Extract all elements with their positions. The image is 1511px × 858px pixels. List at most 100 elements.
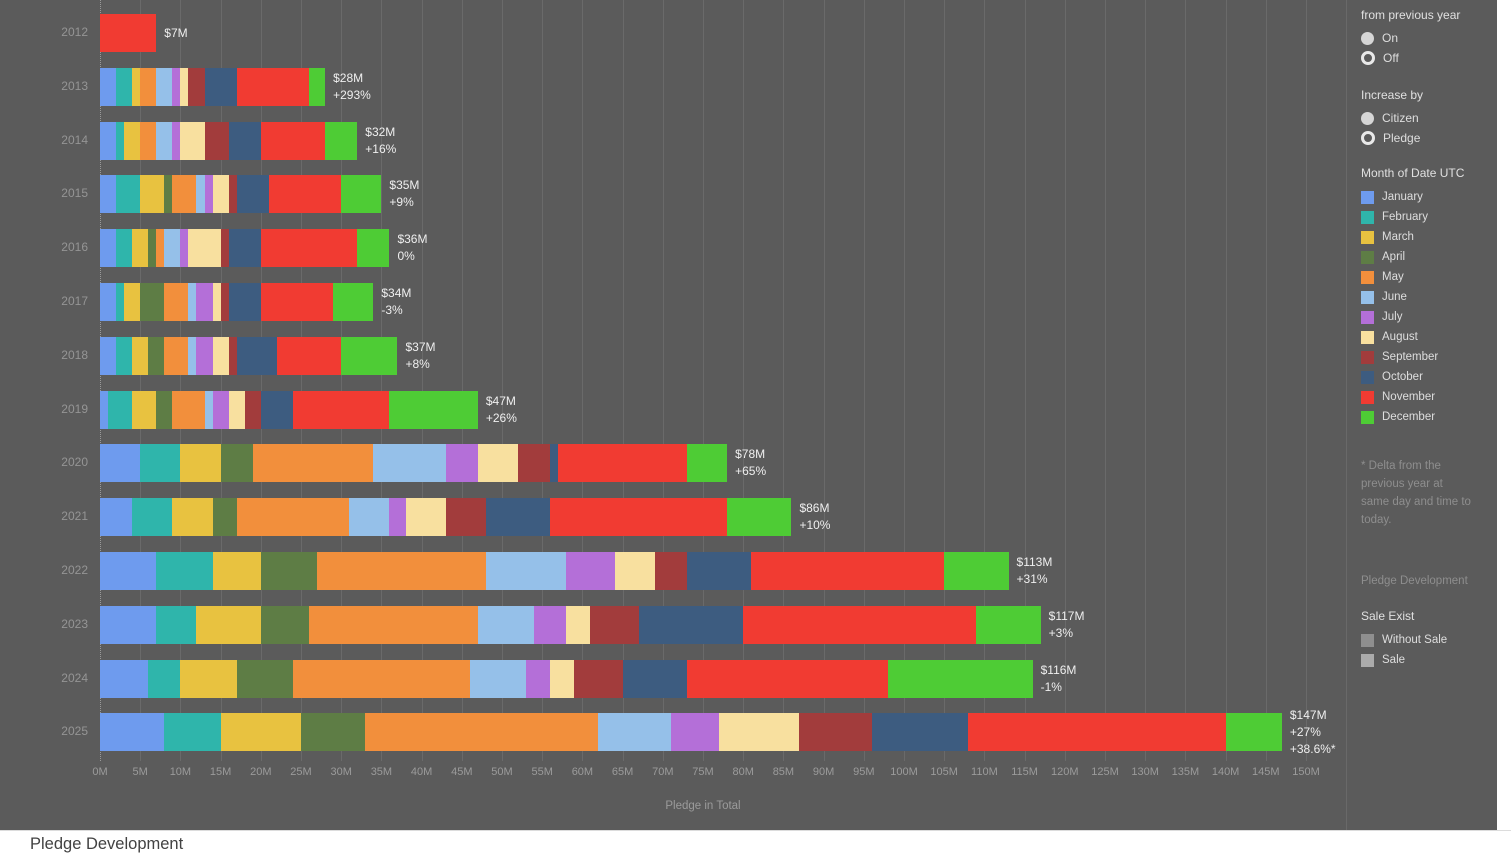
bar-segment[interactable]: [100, 444, 141, 483]
bar-segment[interactable]: [172, 67, 181, 106]
bar-segment[interactable]: [196, 336, 213, 375]
bar-segment[interactable]: [212, 283, 221, 321]
bar-segment[interactable]: [188, 283, 197, 321]
bar-segment[interactable]: [116, 229, 133, 268]
bar-segment[interactable]: [220, 713, 301, 752]
bar-segment[interactable]: [220, 444, 253, 483]
bar-segment[interactable]: [132, 498, 173, 537]
bar-segment[interactable]: [799, 713, 872, 752]
bar-segment[interactable]: [196, 605, 261, 644]
bar-segment[interactable]: [212, 498, 237, 537]
bar-segment[interactable]: [132, 229, 149, 268]
bar-segment[interactable]: [188, 336, 197, 375]
bar-segment[interactable]: [236, 336, 277, 375]
bar-segment[interactable]: [212, 175, 229, 214]
legend-item-june[interactable]: June: [1361, 287, 1489, 307]
bar-segment[interactable]: [212, 390, 229, 429]
bar-segment[interactable]: [518, 444, 551, 483]
bar-segment[interactable]: [204, 175, 213, 214]
bar-segment[interactable]: [333, 283, 374, 321]
bar-segment[interactable]: [252, 444, 374, 483]
bar-segment[interactable]: [100, 229, 117, 268]
bar-segment[interactable]: [124, 283, 141, 321]
bar-segment[interactable]: [156, 605, 197, 644]
bar-segment[interactable]: [180, 444, 221, 483]
legend-item-september[interactable]: September: [1361, 347, 1489, 367]
bar-segment[interactable]: [100, 336, 117, 375]
bar-segment[interactable]: [188, 229, 221, 268]
bar-segment[interactable]: [172, 498, 213, 537]
bar-segment[interactable]: [100, 121, 117, 160]
bar-segment[interactable]: [196, 283, 213, 321]
bar-segment[interactable]: [124, 121, 141, 160]
legend-item-may[interactable]: May: [1361, 267, 1489, 287]
bar-segment[interactable]: [526, 659, 551, 698]
bar-segment[interactable]: [389, 498, 406, 537]
bar-segment[interactable]: [670, 713, 720, 752]
bar-segment[interactable]: [944, 552, 1009, 590]
bar-segment[interactable]: [156, 552, 213, 590]
bar-segment[interactable]: [751, 552, 945, 590]
bar-segment[interactable]: [140, 121, 157, 160]
bar-segment[interactable]: [566, 605, 591, 644]
bar-segment[interactable]: [116, 336, 133, 375]
bar-segment[interactable]: [100, 283, 117, 321]
bar-segment[interactable]: [1225, 713, 1282, 752]
bar-segment[interactable]: [236, 498, 350, 537]
legend-item-sale[interactable]: Sale: [1361, 650, 1489, 670]
bar-segment[interactable]: [236, 175, 269, 214]
bar-segment[interactable]: [116, 283, 125, 321]
bar-segment[interactable]: [654, 552, 687, 590]
bar-segment[interactable]: [196, 175, 205, 214]
bar-segment[interactable]: [244, 390, 261, 429]
bar-segment[interactable]: [727, 498, 792, 537]
bar-segment[interactable]: [260, 121, 326, 160]
bar-segment[interactable]: [100, 390, 109, 429]
bar-segment[interactable]: [228, 121, 261, 160]
bar-segment[interactable]: [260, 605, 310, 644]
bar-segment[interactable]: [301, 713, 366, 752]
bar-segment[interactable]: [156, 229, 165, 268]
bar-segment[interactable]: [164, 713, 221, 752]
bar-segment[interactable]: [228, 390, 245, 429]
bar-segment[interactable]: [477, 444, 519, 483]
bar-segment[interactable]: [574, 659, 623, 698]
bar-segment[interactable]: [164, 175, 173, 214]
bar-segment[interactable]: [405, 498, 446, 537]
radio-option-off[interactable]: Off: [1361, 48, 1489, 68]
bar-segment[interactable]: [204, 67, 237, 106]
bar-segment[interactable]: [212, 552, 261, 590]
bar-segment[interactable]: [108, 390, 133, 429]
bar-segment[interactable]: [172, 175, 197, 214]
bar-segment[interactable]: [341, 175, 382, 214]
bar-segment[interactable]: [180, 659, 237, 698]
bar-segment[interactable]: [172, 390, 205, 429]
bar-segment[interactable]: [148, 229, 157, 268]
bar-segment[interactable]: [140, 175, 165, 214]
bar-segment[interactable]: [204, 390, 213, 429]
bar-segment[interactable]: [598, 713, 671, 752]
legend-item-without-sale[interactable]: Without Sale: [1361, 630, 1489, 650]
bar-segment[interactable]: [686, 659, 888, 698]
bar-segment[interactable]: [132, 390, 157, 429]
bar-segment[interactable]: [341, 336, 398, 375]
legend-item-august[interactable]: August: [1361, 327, 1489, 347]
bar-segment[interactable]: [228, 175, 237, 214]
legend-item-december[interactable]: December: [1361, 407, 1489, 427]
bar-segment[interactable]: [550, 498, 728, 537]
bar-segment[interactable]: [116, 67, 133, 106]
bar-segment[interactable]: [686, 444, 728, 483]
bar-segment[interactable]: [148, 336, 165, 375]
legend-item-march[interactable]: March: [1361, 227, 1489, 247]
bar-segment[interactable]: [550, 444, 559, 483]
bar-segment[interactable]: [373, 444, 446, 483]
bar-segment[interactable]: [469, 659, 527, 698]
bar-segment[interactable]: [100, 605, 157, 644]
bar-segment[interactable]: [180, 67, 189, 106]
bar-segment[interactable]: [156, 67, 173, 106]
bar-segment[interactable]: [349, 498, 390, 537]
bar-segment[interactable]: [268, 175, 342, 214]
bar-segment[interactable]: [968, 713, 1226, 752]
bar-segment[interactable]: [887, 659, 1033, 698]
legend-item-february[interactable]: February: [1361, 207, 1489, 227]
